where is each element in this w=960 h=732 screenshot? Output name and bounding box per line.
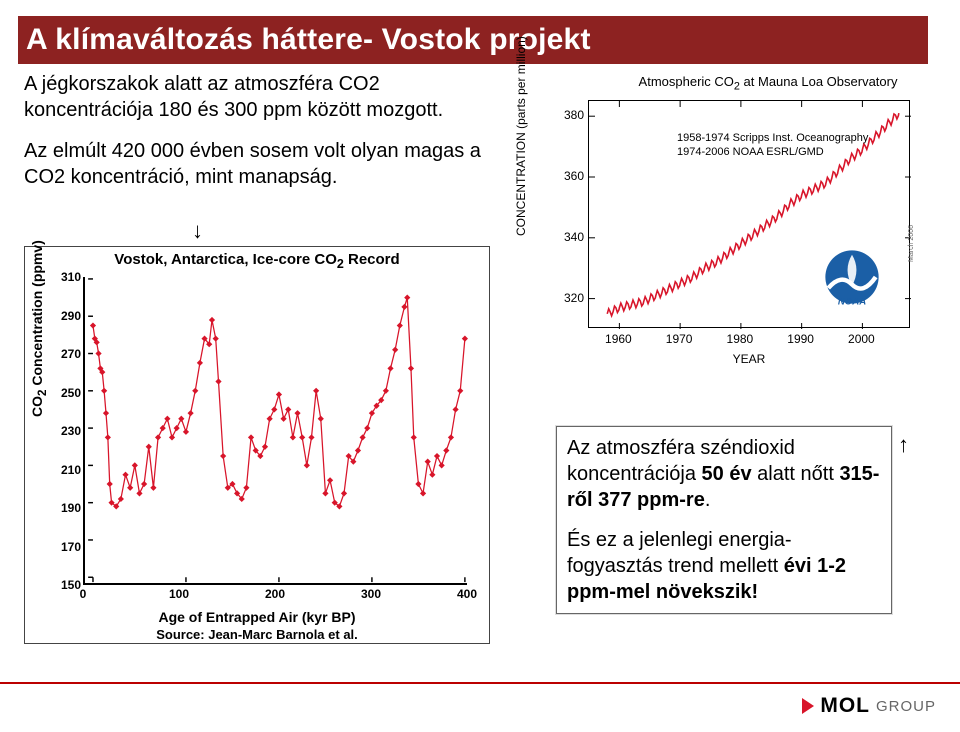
maunaloa-ytick: 360: [562, 169, 584, 183]
vostok-ytick: 170: [57, 540, 81, 554]
mol-group: GROUP: [876, 698, 936, 715]
callout-p2: És ez a jelenlegi energia-fogyasztás tre…: [567, 527, 881, 605]
maunaloa-credit: March 2006: [908, 225, 915, 262]
svg-text:NOAA: NOAA: [838, 296, 866, 307]
vostok-title: Vostok, Antarctica, Ice-core CO2 Record: [25, 251, 489, 271]
maunaloa-chart: Atmospheric CO2 at Mauna Loa Observatory…: [510, 74, 938, 384]
vostok-ytick: 270: [57, 347, 81, 361]
mol-triangle-icon: [802, 698, 814, 714]
vostok-ytick: 290: [57, 309, 81, 323]
mol-brand: MOL: [820, 694, 870, 718]
maunaloa-legend: 1958-1974 Scripps Inst. Oceanography 197…: [677, 131, 868, 160]
arrow-up-icon: ↑: [898, 432, 909, 458]
maunaloa-xtick: 1960: [603, 332, 633, 346]
vostok-xtick: 100: [164, 587, 194, 601]
vostok-xtick: 0: [68, 587, 98, 601]
page-title: A klímaváltozás háttere- Vostok projekt: [18, 16, 928, 64]
maunaloa-plot-area: 1958-1974 Scripps Inst. Oceanography 197…: [588, 100, 910, 328]
noaa-logo-icon: NOAA: [815, 247, 889, 307]
vostok-ytick: 210: [57, 463, 81, 477]
vostok-ytick: 230: [57, 424, 81, 438]
vostok-xtick: 300: [356, 587, 386, 601]
maunaloa-xtick: 1970: [664, 332, 694, 346]
maunaloa-xtick: 1980: [725, 332, 755, 346]
maunaloa-ytick: 320: [562, 291, 584, 305]
mol-logo: MOL GROUP: [802, 694, 936, 718]
maunaloa-ytick: 380: [562, 108, 584, 122]
vostok-xtick: 200: [260, 587, 290, 601]
intro-p2: Az elmúlt 420 000 évben sosem volt olyan…: [24, 139, 494, 190]
slide-root: A klímaváltozás háttere- Vostok projekt …: [0, 0, 960, 732]
vostok-ytick: 190: [57, 501, 81, 515]
vostok-plot-area: [83, 277, 467, 585]
maunaloa-xtick: 2000: [846, 332, 876, 346]
footer-rule: [0, 682, 960, 684]
maunaloa-title: Atmospheric CO2 at Mauna Loa Observatory: [588, 74, 948, 93]
vostok-ytick: 250: [57, 386, 81, 400]
arrow-down-icon: ↓: [192, 218, 203, 244]
maunaloa-xtick: 1990: [786, 332, 816, 346]
vostok-chart: Vostok, Antarctica, Ice-core CO2 Record …: [24, 246, 490, 644]
title-bar: A klímaváltozás háttere- Vostok projekt: [18, 16, 928, 64]
intro-text: A jégkorszakok alatt az atmoszféra CO2 k…: [24, 72, 494, 206]
vostok-source: Source: Jean-Marc Barnola et al.: [25, 627, 489, 642]
vostok-ytick: 310: [57, 270, 81, 284]
callout-box: Az atmoszféra széndioxid koncentrációja …: [556, 426, 892, 614]
vostok-xtick: 400: [452, 587, 482, 601]
maunaloa-ylabel: CONCENTRATION (parts per million): [514, 36, 528, 236]
vostok-ylabel: CO2 Concentration (ppmv): [29, 240, 49, 417]
vostok-xlabel: Age of Entrapped Air (kyr BP): [25, 609, 489, 625]
callout-p1: Az atmoszféra széndioxid koncentrációja …: [567, 435, 881, 513]
intro-p1: A jégkorszakok alatt az atmoszféra CO2 k…: [24, 72, 494, 123]
vostok-line-svg: [85, 277, 469, 585]
maunaloa-ytick: 340: [562, 230, 584, 244]
maunaloa-xlabel: YEAR: [588, 352, 910, 366]
